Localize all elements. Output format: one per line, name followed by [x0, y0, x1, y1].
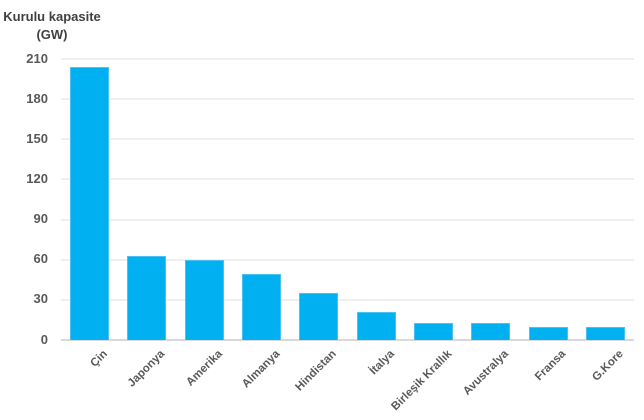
- y-axis-title-line2: (GW): [36, 26, 68, 42]
- gridline: [61, 138, 634, 141]
- bar: [299, 293, 339, 340]
- x-axis-label: Avustralya: [461, 348, 512, 398]
- y-axis-tick-label: 150: [26, 130, 48, 146]
- y-axis-tick-label: 0: [40, 331, 48, 347]
- bar: [413, 322, 453, 340]
- x-axis-label: Almanya: [239, 348, 283, 391]
- bar: [242, 274, 282, 340]
- y-axis-tick-label: 120: [26, 170, 48, 186]
- y-axis-tick-label: 30: [33, 291, 48, 307]
- x-axis-label: Japonya: [125, 348, 168, 390]
- y-axis-tick-label: 60: [33, 251, 48, 267]
- bars: Çin Japonya Amerika Almanya Hindistan İtalya B…: [61, 59, 634, 413]
- bar-group: Hindistan: [290, 59, 347, 394]
- bar-group: Fransa: [519, 59, 576, 383]
- bar: [184, 259, 224, 340]
- gridline: [61, 178, 634, 181]
- x-axis-label: G.Kore: [590, 348, 626, 384]
- bar-group: İtalya: [347, 59, 404, 377]
- bar-group: Birleşik Krallık: [389, 59, 462, 413]
- x-axis-label: İtalya: [367, 348, 397, 378]
- bar: [471, 322, 511, 340]
- x-axis-label: Çin: [88, 348, 111, 370]
- bar-group: Japonya: [118, 59, 175, 389]
- gridline: [61, 58, 634, 60]
- y-axis-tick-label: 90: [33, 211, 48, 227]
- y-axis-labels: 0 30 60 90 120 150 180 210: [0, 51, 48, 347]
- x-axis-label: Amerika: [184, 348, 225, 389]
- y-axis-tick-label: 180: [26, 90, 48, 106]
- x-axis-label: Hindistan: [293, 348, 340, 394]
- gridline: [61, 218, 634, 221]
- y-axis-title: Kurulu kapasite (GW): [3, 8, 101, 43]
- bar: [585, 326, 625, 340]
- bar-group: Amerika: [176, 59, 233, 389]
- bar: [528, 326, 568, 340]
- bar: [356, 311, 396, 340]
- bar-group: Çin: [61, 59, 118, 370]
- bar-group: Almanya: [233, 59, 290, 390]
- y-axis-title-line1: Kurulu kapasite: [3, 9, 101, 24]
- plot-area: Çin Japonya Amerika Almanya Hindistan İtalya B…: [61, 58, 634, 413]
- gridline: [61, 258, 634, 261]
- bar: [70, 67, 110, 340]
- bar-group: Avustralya: [461, 59, 519, 398]
- x-axis-label: Fransa: [533, 348, 569, 384]
- x-axis-line: [61, 339, 634, 341]
- y-axis-tick-label: 210: [26, 50, 48, 66]
- gridline: [61, 98, 634, 101]
- gridline: [61, 298, 634, 301]
- bar-group: G.Kore: [577, 59, 634, 384]
- x-axis-label: Birleşik Krallık: [388, 348, 454, 413]
- bar: [127, 255, 167, 340]
